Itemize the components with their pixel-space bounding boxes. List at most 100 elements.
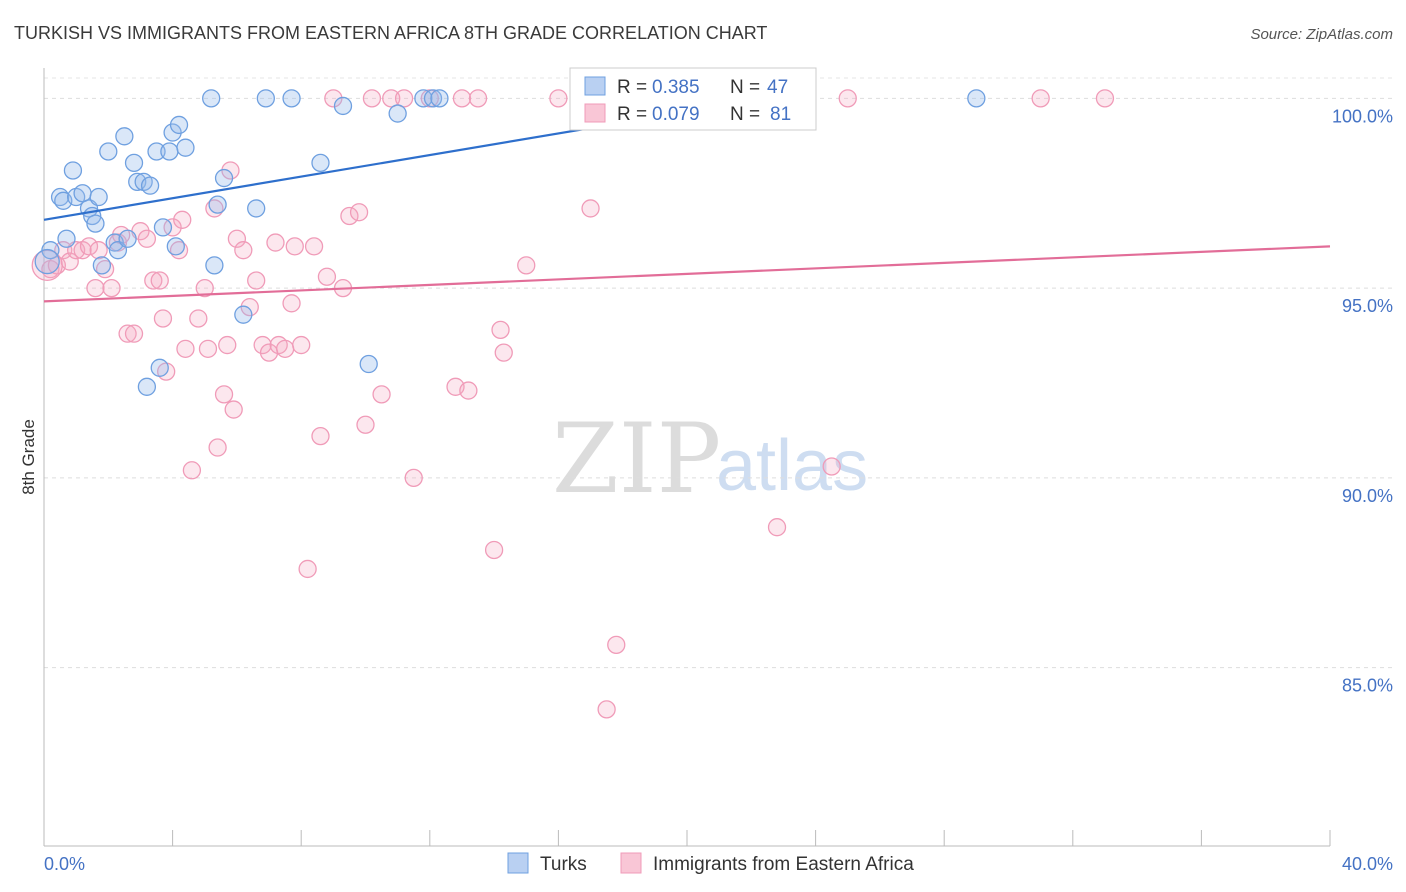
data-point — [86, 214, 105, 233]
stats-legend-box — [569, 67, 817, 131]
bottom-legend-swatch-turks — [507, 852, 529, 874]
data-point — [317, 267, 337, 286]
data-point — [256, 89, 275, 108]
data-point — [247, 271, 266, 290]
data-point-cluster — [34, 248, 60, 275]
data-point — [340, 206, 359, 226]
series-turks — [34, 89, 986, 396]
data-point — [838, 89, 857, 108]
data-point — [102, 278, 121, 298]
data-point — [282, 294, 301, 313]
data-point — [163, 123, 182, 142]
x-tick-marks — [43, 830, 1331, 846]
data-point — [160, 142, 179, 161]
data-point — [124, 324, 144, 343]
data-point — [208, 438, 227, 457]
data-point — [73, 184, 92, 203]
data-point — [195, 278, 214, 298]
data-point — [240, 297, 259, 317]
data-point — [484, 540, 504, 560]
data-point — [214, 385, 234, 404]
data-point — [224, 400, 243, 419]
data-point — [362, 89, 382, 108]
data-point — [822, 457, 841, 476]
legend-n-value-turks: 47 — [767, 77, 788, 98]
series-immigrants-eastern-africa — [31, 89, 1115, 719]
data-point — [359, 354, 378, 374]
y-tick-labels: 100.0% 95.0% 90.0% 85.0% — [1332, 106, 1393, 695]
data-point — [253, 335, 272, 355]
data-point — [423, 89, 443, 108]
data-point — [166, 237, 185, 256]
data-point — [282, 89, 301, 108]
legend-swatch-immigrants — [584, 103, 606, 123]
data-point — [414, 89, 433, 108]
data-point — [311, 426, 330, 446]
data-point — [89, 187, 108, 207]
data-point — [967, 89, 986, 108]
data-point — [115, 127, 134, 146]
data-point — [388, 104, 407, 123]
data-point — [92, 256, 112, 275]
data-point — [468, 89, 488, 108]
data-point — [176, 339, 195, 358]
data-point — [150, 271, 169, 290]
trend-line-immigrants — [43, 245, 1331, 303]
data-point — [208, 195, 227, 214]
data-point — [57, 229, 76, 248]
data-point — [189, 309, 208, 328]
data-point — [234, 305, 253, 324]
y-tick-label: 85.0% — [1342, 676, 1393, 696]
chart-title: TURKISH VS IMMIGRANTS FROM EASTERN AFRIC… — [14, 23, 767, 43]
y-tick-label: 100.0% — [1332, 106, 1393, 126]
data-point — [153, 309, 173, 328]
data-point — [298, 559, 317, 579]
data-point — [430, 89, 449, 108]
data-point — [1031, 89, 1050, 108]
data-point — [140, 176, 160, 195]
watermark-atlas: atlas — [716, 426, 868, 506]
data-point — [491, 320, 510, 340]
x-tick-label-min: 0.0% — [44, 854, 85, 874]
y-tick-label: 90.0% — [1342, 486, 1393, 506]
data-point — [459, 381, 478, 400]
data-point — [137, 229, 157, 248]
data-point — [182, 461, 202, 480]
data-point — [202, 89, 221, 108]
data-point — [452, 89, 472, 108]
data-point — [304, 237, 324, 256]
chart-source: Source: ZipAtlas.com — [1250, 26, 1393, 43]
data-point — [227, 229, 247, 248]
data-point — [607, 635, 626, 655]
series-legend: Turks Immigrants from Eastern Africa — [507, 852, 914, 875]
data-point — [356, 415, 375, 434]
data-point — [292, 335, 311, 355]
legend-r-value-immigrants: 0.079 — [652, 104, 700, 125]
data-point — [89, 241, 108, 260]
x-tick-label-max: 40.0% — [1342, 854, 1393, 874]
bottom-legend-swatch-immigrants — [620, 852, 642, 874]
watermark: ZIP atlas — [552, 403, 868, 515]
data-point — [124, 153, 144, 173]
legend-n-label-immigrants: N = — [730, 104, 760, 125]
data-point — [137, 377, 157, 396]
legend-r-label-turks: R = — [617, 77, 647, 98]
data-point — [54, 241, 73, 260]
data-point — [63, 161, 83, 180]
data-point — [234, 241, 253, 260]
data-point — [198, 339, 218, 358]
data-point — [382, 89, 401, 108]
data-point — [275, 339, 295, 358]
data-point — [169, 115, 189, 135]
data-point — [266, 233, 285, 252]
data-point — [144, 271, 163, 290]
legend-r-label-immigrants: R = — [617, 104, 647, 125]
legend-swatch-turks — [584, 76, 606, 96]
y-axis-label: 8th Grade — [19, 419, 38, 495]
legend-r-value-turks: 0.385 — [652, 77, 700, 98]
data-point — [1095, 89, 1115, 108]
data-point — [176, 138, 195, 157]
data-point — [86, 278, 105, 298]
data-point — [221, 161, 240, 180]
